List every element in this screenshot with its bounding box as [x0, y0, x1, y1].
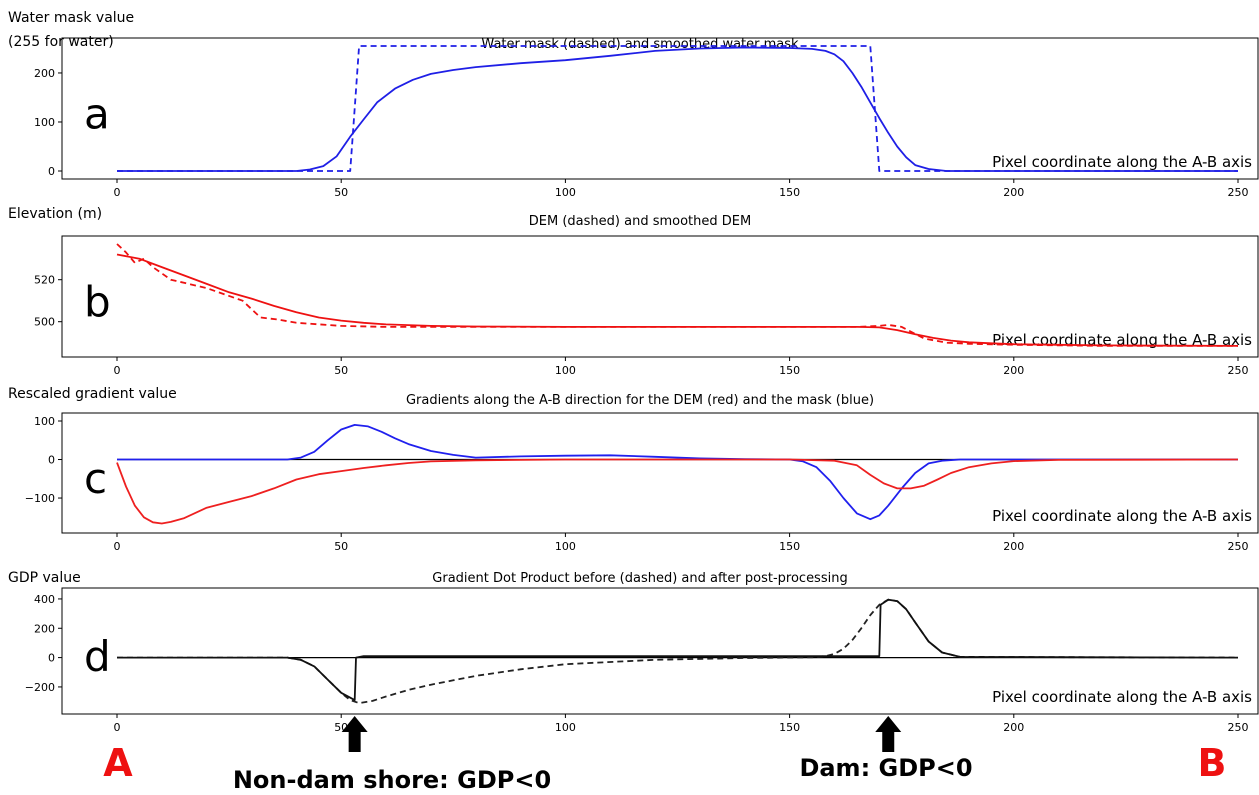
panel-letter: d: [84, 632, 111, 681]
panel-c: Gradients along the A-B direction for th…: [8, 386, 1259, 553]
x-tick-label: 150: [779, 721, 800, 734]
x-axis-label: Pixel coordinate along the A-B axis: [992, 507, 1252, 525]
y-axis-label: (255 for water): [8, 34, 114, 50]
series-line-solid: [116, 458, 1239, 525]
series-line-solid: [117, 46, 1238, 172]
y-axis-label: Rescaled gradient value: [8, 386, 177, 402]
chart-title: Gradient Dot Product before (dashed) and…: [432, 571, 847, 586]
axes-frame: [61, 37, 1259, 180]
panel-d: Gradient Dot Product before (dashed) and…: [8, 570, 1259, 734]
y-tick-label: 200: [34, 622, 55, 635]
series-line-solid: [116, 253, 1239, 347]
x-axis-label: Pixel coordinate along the A-B axis: [992, 688, 1252, 706]
chart-title: DEM (dashed) and smoothed DEM: [529, 214, 751, 229]
non-dam-shore-label: Non-dam shore: GDP<0: [233, 766, 551, 794]
series-line-dashed: [116, 243, 1238, 347]
x-tick-label: 250: [1228, 186, 1249, 199]
y-axis-label: GDP value: [8, 570, 81, 586]
point-b-label: B: [1198, 741, 1227, 785]
x-tick-label: 0: [114, 186, 121, 199]
x-axis-label: Pixel coordinate along the A-B axis: [992, 153, 1252, 171]
point-a-label: A: [103, 741, 133, 785]
panel-b: DEM (dashed) and smoothed DEM Elevation (…: [8, 206, 1259, 377]
x-tick-label: 250: [1228, 721, 1249, 734]
x-tick-label: 250: [1228, 364, 1249, 377]
x-tick-label: 150: [779, 540, 800, 553]
x-tick-label: 100: [555, 364, 576, 377]
x-tick-label: 0: [114, 721, 121, 734]
chart-title: Water mask (dashed) and smoothed water m…: [481, 37, 799, 52]
x-tick-label: 250: [1228, 540, 1249, 553]
y-tick-label: 0: [48, 165, 55, 178]
x-tick-label: 0: [114, 364, 121, 377]
arrow-up-icon: [341, 716, 368, 752]
axes-frame: [61, 412, 1259, 534]
x-tick-label: 200: [1003, 540, 1024, 553]
y-tick-label: −100: [25, 492, 55, 505]
panel-letter: c: [84, 454, 107, 503]
axes-frame: [61, 235, 1259, 358]
x-tick-label: 100: [555, 721, 576, 734]
y-tick-label: 100: [34, 116, 55, 129]
y-tick-label: 0: [48, 454, 55, 467]
x-tick-label: 50: [334, 364, 348, 377]
y-tick-label: −200: [25, 681, 55, 694]
y-tick-label: 0: [48, 652, 55, 665]
panel-letter: b: [84, 278, 111, 327]
x-tick-label: 50: [334, 540, 348, 553]
series-line-solid: [117, 598, 1239, 701]
arrow-up-icon: [875, 716, 902, 752]
panels: Water mask (dashed) and smoothed water m…: [8, 10, 1259, 734]
y-axis-label: Elevation (m): [8, 206, 102, 222]
y-tick-label: 400: [34, 593, 55, 606]
panel-a: Water mask (dashed) and smoothed water m…: [8, 10, 1259, 199]
dam-label: Dam: GDP<0: [799, 754, 972, 782]
x-tick-label: 0: [114, 540, 121, 553]
x-tick-label: 150: [779, 186, 800, 199]
y-tick-label: 100: [34, 415, 55, 428]
y-tick-label: 200: [34, 67, 55, 80]
x-tick-label: 200: [1003, 186, 1024, 199]
series-line-dashed: [117, 45, 1238, 172]
x-tick-label: 50: [334, 186, 348, 199]
series-line-dashed: [117, 598, 1239, 704]
panel-letter: a: [84, 90, 110, 139]
axes-frame: [61, 587, 1259, 715]
y-axis-label: Water mask value: [8, 10, 134, 26]
chart-title: Gradients along the A-B direction for th…: [406, 393, 874, 408]
y-tick-label: 520: [34, 274, 55, 287]
x-tick-label: 100: [555, 540, 576, 553]
x-tick-label: 200: [1003, 721, 1024, 734]
y-tick-label: 500: [34, 316, 55, 329]
bottom-annotations: A B Non-dam shore: GDP<0 Dam: GDP<0: [103, 716, 1226, 794]
series-line-solid: [117, 424, 1238, 521]
x-tick-label: 150: [779, 364, 800, 377]
x-tick-label: 100: [555, 186, 576, 199]
x-tick-label: 200: [1003, 364, 1024, 377]
